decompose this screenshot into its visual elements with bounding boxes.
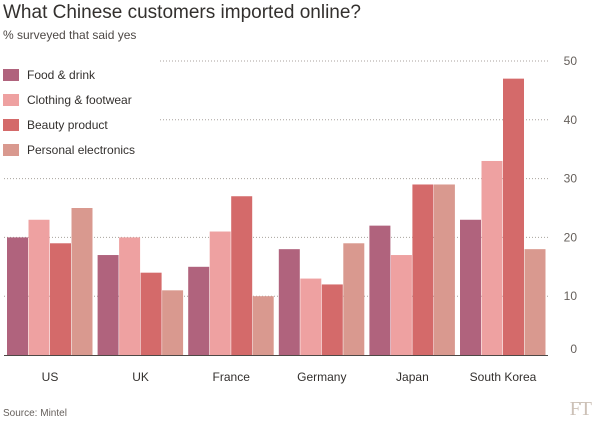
- x-tick-label: UK: [132, 370, 149, 384]
- bar-uk-0: [97, 255, 119, 355]
- bar-us-2: [50, 243, 71, 355]
- bar-japan-2: [412, 184, 434, 355]
- legend-swatch: [3, 68, 19, 81]
- chart-subtitle: % surveyed that said yes: [3, 28, 137, 42]
- y-tick-label: 40: [564, 113, 578, 127]
- legend-item: Personal electronics: [3, 137, 135, 162]
- bar-uk-2: [140, 272, 162, 355]
- x-tick-label: France: [213, 370, 251, 384]
- bar-uk-3: [162, 290, 184, 355]
- legend-label: Personal electronics: [27, 142, 136, 157]
- bar-south-korea-1: [481, 160, 503, 355]
- y-tick-label: 0: [570, 342, 577, 356]
- bar-germany-0: [278, 249, 300, 355]
- legend-item: Clothing & footwear: [3, 87, 135, 112]
- bar-south-korea-2: [503, 78, 524, 355]
- bar-germany-1: [300, 278, 322, 355]
- ft-logo: FT: [569, 398, 592, 420]
- bar-france-0: [188, 266, 210, 355]
- legend-swatch: [3, 143, 19, 156]
- bar-south-korea-3: [524, 249, 546, 355]
- legend-item: Beauty product: [3, 112, 135, 137]
- legend-label: Beauty product: [27, 117, 108, 132]
- y-tick-label: 30: [564, 172, 578, 186]
- bar-us-0: [7, 237, 28, 355]
- bar-japan-0: [369, 225, 391, 355]
- bar-germany-3: [343, 243, 365, 355]
- x-tick-label: South Korea: [470, 370, 537, 384]
- bar-uk-1: [119, 237, 141, 355]
- legend-item: Food & drink: [3, 62, 135, 87]
- legend-swatch: [3, 118, 19, 131]
- x-tick-label: Japan: [396, 370, 429, 384]
- bar-south-korea-0: [460, 219, 481, 355]
- x-tick-label: US: [42, 370, 59, 384]
- legend-label: Clothing & footwear: [27, 92, 132, 107]
- bar-japan-1: [390, 255, 412, 355]
- x-tick-label: Germany: [297, 370, 346, 384]
- chart-title: What Chinese customers imported online?: [3, 2, 362, 23]
- legend-swatch: [3, 93, 19, 106]
- y-tick-label: 20: [564, 230, 578, 244]
- legend: Food & drink Clothing & footwear Beauty pr…: [3, 62, 135, 162]
- bar-germany-2: [321, 284, 343, 355]
- bar-france-3: [252, 296, 274, 355]
- bar-france-2: [231, 196, 253, 355]
- legend-label: Food & drink: [27, 67, 96, 82]
- source-note: Source: Mintel: [3, 408, 67, 419]
- bar-japan-3: [433, 184, 455, 355]
- y-tick-label: 10: [564, 289, 578, 303]
- bar-us-3: [71, 208, 93, 355]
- y-tick-label: 50: [564, 54, 578, 68]
- bar-france-1: [209, 231, 231, 355]
- bar-us-1: [28, 219, 50, 355]
